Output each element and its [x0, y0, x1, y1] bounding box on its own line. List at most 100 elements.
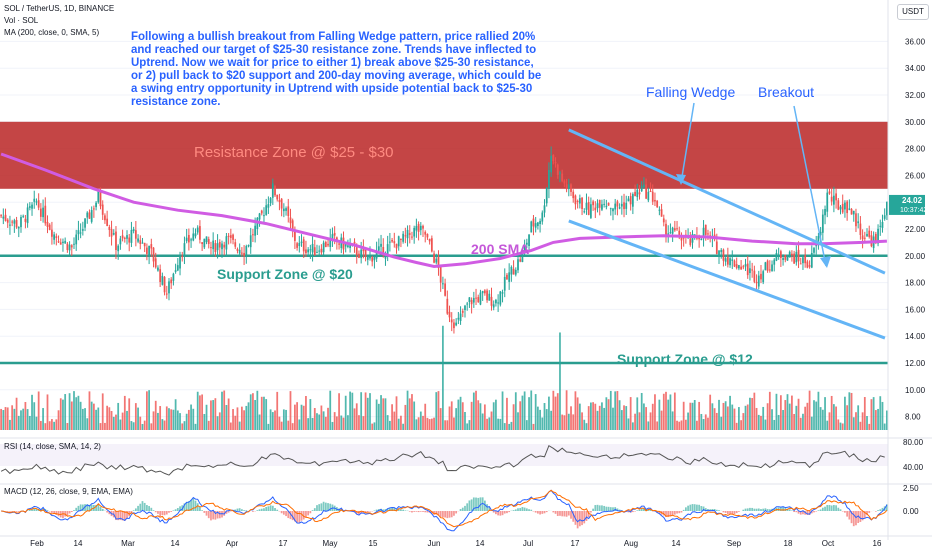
candle — [177, 265, 179, 270]
macd-histogram-bar — [524, 508, 526, 511]
macd-histogram-bar — [413, 511, 415, 512]
candle — [66, 244, 68, 250]
volume-bar — [599, 406, 601, 430]
candle — [745, 264, 747, 266]
volume-bar — [44, 423, 46, 430]
volume-bar — [429, 419, 431, 430]
volume-bar — [367, 398, 369, 430]
volume-bar — [848, 392, 850, 430]
volume-bar — [108, 407, 110, 430]
volume-bar — [270, 409, 272, 430]
volume-bar — [575, 391, 577, 430]
volume-bar — [206, 405, 208, 430]
macd-histogram-bar — [546, 511, 548, 512]
candle — [453, 323, 455, 329]
volume-bar — [727, 406, 729, 430]
macd-histogram-bar — [245, 510, 247, 511]
volume-bar — [577, 397, 579, 430]
volume-bar — [9, 420, 11, 430]
candle — [263, 215, 265, 216]
candle — [413, 228, 415, 237]
volume-bar — [789, 404, 791, 430]
volume-bar — [228, 398, 230, 430]
time-tick: Jul — [523, 539, 533, 548]
volume-bar — [117, 403, 119, 430]
volume-bar — [321, 406, 323, 430]
volume-bar — [51, 419, 53, 430]
volume-bar — [239, 422, 241, 430]
volume-bar — [833, 404, 835, 430]
macd-histogram-bar — [840, 509, 842, 511]
candle — [769, 269, 771, 270]
volume-bar — [751, 398, 753, 430]
candle — [782, 258, 784, 260]
candle — [837, 200, 839, 209]
annotation-line: resistance zone. — [131, 96, 220, 108]
candle — [800, 263, 802, 264]
macd-histogram-bar — [416, 511, 418, 512]
candle — [91, 210, 93, 222]
macd-tick: 0.00 — [903, 507, 919, 516]
candle — [705, 225, 707, 235]
volume-bar — [11, 405, 13, 430]
volume-bar — [86, 418, 88, 430]
candle — [530, 221, 532, 232]
candle — [477, 297, 479, 302]
macd-histogram-bar — [144, 503, 146, 511]
macd-histogram-bar — [694, 504, 696, 511]
volume-bar — [47, 394, 49, 430]
volume-bar — [712, 403, 714, 430]
candle — [128, 238, 130, 243]
macd-histogram-bar — [208, 511, 210, 518]
candle — [44, 206, 46, 224]
volume-bar — [374, 422, 376, 430]
macd-histogram-bar — [504, 511, 506, 514]
candle — [389, 242, 391, 243]
volume-bar — [75, 397, 77, 430]
volume-bar — [22, 409, 24, 430]
ma-legend[interactable]: MA (200, close, 0, SMA, 5) — [4, 28, 99, 38]
candle — [252, 234, 254, 235]
candle — [113, 233, 115, 235]
macd-histogram-bar — [471, 499, 473, 511]
candle — [513, 269, 515, 275]
candle — [89, 212, 91, 218]
volume-bar — [451, 401, 453, 430]
volume-bar — [742, 413, 744, 430]
volume-bar — [188, 410, 190, 430]
time-tick: Feb — [30, 539, 44, 548]
volume-bar — [504, 423, 506, 430]
macd-histogram-bar — [164, 511, 166, 515]
volume-bar — [592, 402, 594, 430]
volume-bar — [815, 402, 817, 430]
candle — [230, 235, 232, 238]
symbol-title[interactable]: SOL / TetherUS, 1D, BINANCE — [4, 4, 114, 14]
volume-bar — [612, 408, 614, 430]
candle — [78, 230, 80, 234]
macd-histogram-bar — [219, 511, 221, 518]
volume-legend[interactable]: Vol · SOL — [4, 16, 38, 26]
volume-bar — [709, 395, 711, 430]
macd-histogram-bar — [552, 511, 554, 512]
candle — [720, 250, 722, 252]
volume-bar — [729, 396, 731, 430]
macd-histogram-bar — [265, 507, 267, 511]
candle — [742, 266, 744, 267]
volume-bar — [360, 392, 362, 430]
candle — [497, 302, 499, 303]
rsi-legend: RSI (14, close, SMA, 14, 2) — [4, 442, 101, 451]
volume-bar — [588, 406, 590, 430]
volume-bar — [661, 411, 663, 430]
currency-button[interactable]: USDT — [897, 4, 929, 20]
macd-histogram-bar — [239, 508, 241, 511]
candle — [398, 236, 400, 246]
volume-bar — [824, 397, 826, 430]
volume-bar — [212, 400, 214, 430]
volume-bar — [413, 402, 415, 430]
candle — [206, 236, 208, 242]
candle — [402, 234, 404, 242]
macd-histogram-bar — [508, 511, 510, 512]
macd-histogram-bar — [161, 511, 163, 515]
